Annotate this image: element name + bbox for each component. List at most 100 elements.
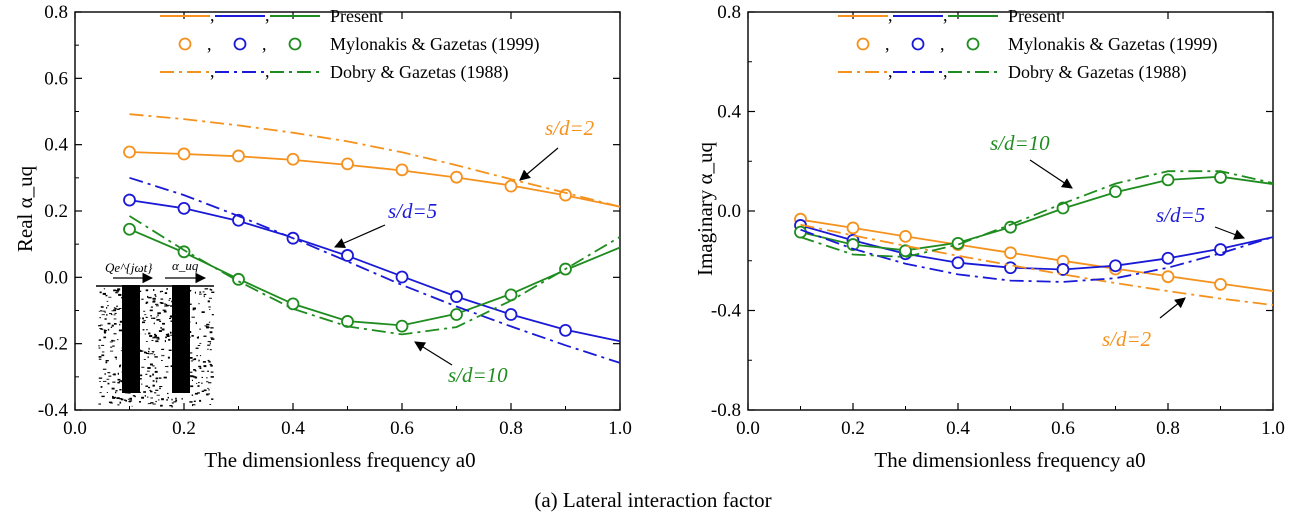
- soil-speck: [132, 395, 136, 397]
- soil-speck: [156, 336, 160, 339]
- soil-speck: [208, 388, 210, 391]
- soil-speck: [123, 399, 126, 401]
- soil-speck: [208, 326, 210, 328]
- soil-speck: [113, 309, 117, 312]
- soil-speck: [146, 329, 148, 331]
- soil-speck: [190, 385, 194, 388]
- soil-speck: [155, 295, 157, 297]
- soil-speck: [145, 301, 149, 304]
- soil-speck: [131, 405, 133, 407]
- soil-speck: [103, 288, 106, 290]
- data-point-sd2-mylonakis: [395, 163, 409, 177]
- y-tick-label: -0.8: [711, 400, 741, 421]
- soil-speck: [189, 401, 193, 403]
- chart-real: 0.0 0.2 0.4 0.6 0.8 1.0 -0.4 -0.2 0.0 0.2 0.4 0.6 0.…: [13, 2, 632, 472]
- annotation-arrow-sd2: [519, 147, 559, 181]
- soil-speck: [105, 330, 107, 332]
- soil-speck: [206, 393, 209, 396]
- soil-speck: [203, 293, 207, 295]
- soil-speck: [107, 305, 109, 307]
- legend-label-dobry: Dobry & Gazetas (1988): [330, 62, 508, 83]
- soil-speck: [153, 354, 156, 356]
- soil-speck: [171, 398, 173, 401]
- y-tick-label: 0.2: [44, 201, 68, 222]
- data-point-sd5-mylonakis: [123, 193, 136, 207]
- soil-speck: [100, 310, 103, 312]
- soil-speck: [165, 371, 169, 373]
- soil-speck: [211, 291, 215, 293]
- soil-speck: [152, 403, 156, 405]
- series-line-sd5-present: [129, 199, 621, 343]
- data-point-sd10-mylonakis: [794, 225, 807, 239]
- soil-speck: [208, 306, 211, 308]
- soil-speck: [191, 379, 193, 381]
- legend: ,,,,,, Present Mylonakis & Gazetas (1999…: [160, 5, 539, 83]
- y-tick-label: -0.4: [38, 400, 69, 421]
- pile-right: [172, 285, 190, 393]
- soil-speck: [119, 401, 122, 404]
- soil-speck: [157, 314, 159, 317]
- soil-speck: [208, 321, 211, 323]
- pile-inset: Qe^{jωt} α_uq: [96, 258, 215, 408]
- legend-label-mylonakis: Mylonakis & Gazetas (1999): [1008, 34, 1217, 55]
- soil-speck: [191, 335, 194, 337]
- legend-separator: ,: [888, 5, 893, 25]
- soil-speck: [167, 356, 170, 359]
- soil-speck: [120, 380, 123, 382]
- soil-speck: [154, 334, 157, 337]
- soil-speck: [101, 351, 105, 353]
- soil-speck: [148, 347, 150, 350]
- x-tick-label: 0.6: [1051, 418, 1075, 439]
- soil-speck: [161, 290, 163, 292]
- soil-speck: [207, 348, 209, 350]
- soil-speck: [113, 373, 116, 376]
- axes-frame: [74, 11, 621, 411]
- annotation-arrow-sd5: [1214, 226, 1246, 240]
- x-tick-label: 0.6: [390, 418, 414, 439]
- soil-speck: [195, 322, 197, 325]
- x-tick-label: 0.2: [841, 418, 865, 439]
- soil-speck: [210, 364, 213, 367]
- soil-speck: [144, 333, 147, 335]
- soil-speck: [148, 350, 150, 353]
- soil-speck: [145, 385, 149, 387]
- annotation-arrow-sd2: [1159, 297, 1186, 319]
- soil-speckle: [98, 288, 215, 408]
- soil-speck: [197, 345, 201, 346]
- soil-speck: [100, 306, 104, 308]
- soil-speck: [110, 346, 113, 348]
- soil-speck: [202, 361, 206, 363]
- soil-speck: [209, 349, 212, 351]
- y-tick-label: -0.2: [38, 334, 68, 355]
- soil-speck: [147, 356, 149, 359]
- soil-speck: [107, 372, 111, 374]
- soil-speck: [189, 336, 191, 338]
- soil-speck: [192, 309, 195, 311]
- soil-speck: [150, 390, 153, 393]
- soil-speck: [144, 395, 146, 397]
- soil-speck: [108, 375, 112, 377]
- series-line-sd10-present: [800, 175, 1274, 252]
- soil-speck: [161, 348, 165, 350]
- series-line-sd5-dobry: [129, 176, 621, 364]
- soil-speck: [145, 373, 148, 375]
- data-point-sd5-mylonakis: [1161, 251, 1175, 265]
- soil-speck: [161, 328, 165, 331]
- legend-separator: ,: [262, 34, 267, 54]
- soil-speck: [156, 394, 160, 396]
- axes-frame: [747, 11, 1274, 411]
- soil-speck: [153, 317, 156, 319]
- data-point-sd5-mylonakis: [177, 201, 191, 215]
- soil-speck: [191, 316, 195, 318]
- series-line-sd2-dobry: [129, 113, 621, 208]
- soil-speck: [155, 303, 159, 305]
- soil-speck: [201, 370, 205, 372]
- data-point-sd2-mylonakis: [232, 149, 245, 163]
- soil-speck: [150, 353, 154, 355]
- soil-speck: [192, 307, 196, 310]
- soil-speck: [153, 336, 156, 339]
- soil-speck: [144, 351, 146, 354]
- soil-speck: [104, 311, 106, 313]
- soil-speck: [204, 325, 207, 327]
- legend: ,,,,,, Present Mylonakis & Gazetas (1999…: [838, 5, 1217, 83]
